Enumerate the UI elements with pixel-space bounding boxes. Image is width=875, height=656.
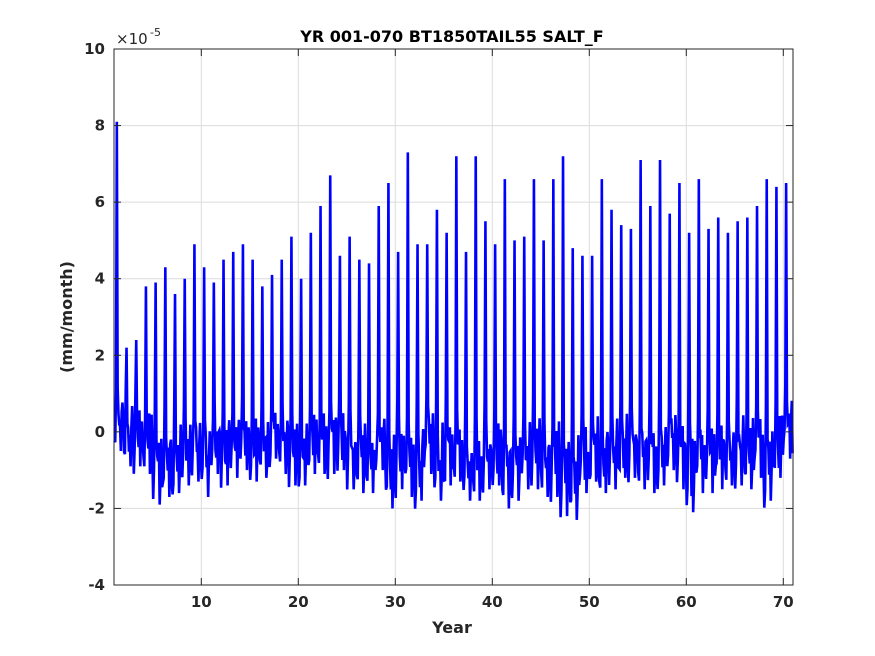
x-tick-label: 40	[482, 593, 503, 611]
chart-title: YR 001-070 BT1850TAIL55 SALT_F	[299, 27, 603, 46]
plot-background	[114, 49, 793, 585]
multiplier-exponent: -5	[150, 26, 161, 39]
y-axis-title: (mm/month)	[57, 261, 76, 373]
y-tick-label: 10	[84, 40, 105, 58]
y-tick-label: -2	[88, 499, 105, 517]
y-axis-multiplier: ×10 -5	[116, 26, 161, 48]
x-tick-label: 10	[191, 593, 212, 611]
x-tick-label: 60	[676, 593, 697, 611]
x-tick-labels: 10 20 30 40 50 60 70	[191, 593, 794, 611]
y-tick-label: 0	[95, 423, 105, 441]
axis-ticks	[114, 48, 793, 586]
y-tick-labels: -4 -2 0 2 4 6 8 10	[84, 40, 105, 594]
series-line	[113, 121, 794, 520]
y-tick-label: 2	[95, 346, 105, 364]
plot-frame	[113, 48, 794, 586]
y-tick-label: 8	[95, 117, 105, 135]
y-tick-label: 6	[95, 193, 105, 211]
x-tick-label: 70	[773, 593, 794, 611]
x-axis-title: Year	[431, 618, 472, 637]
x-tick-label: 50	[579, 593, 600, 611]
x-tick-label: 20	[288, 593, 309, 611]
y-tick-label: -4	[88, 576, 105, 594]
multiplier-base: ×10	[116, 30, 148, 48]
x-tick-label: 30	[385, 593, 406, 611]
series-layer	[113, 121, 794, 520]
y-tick-label: 4	[95, 270, 105, 288]
